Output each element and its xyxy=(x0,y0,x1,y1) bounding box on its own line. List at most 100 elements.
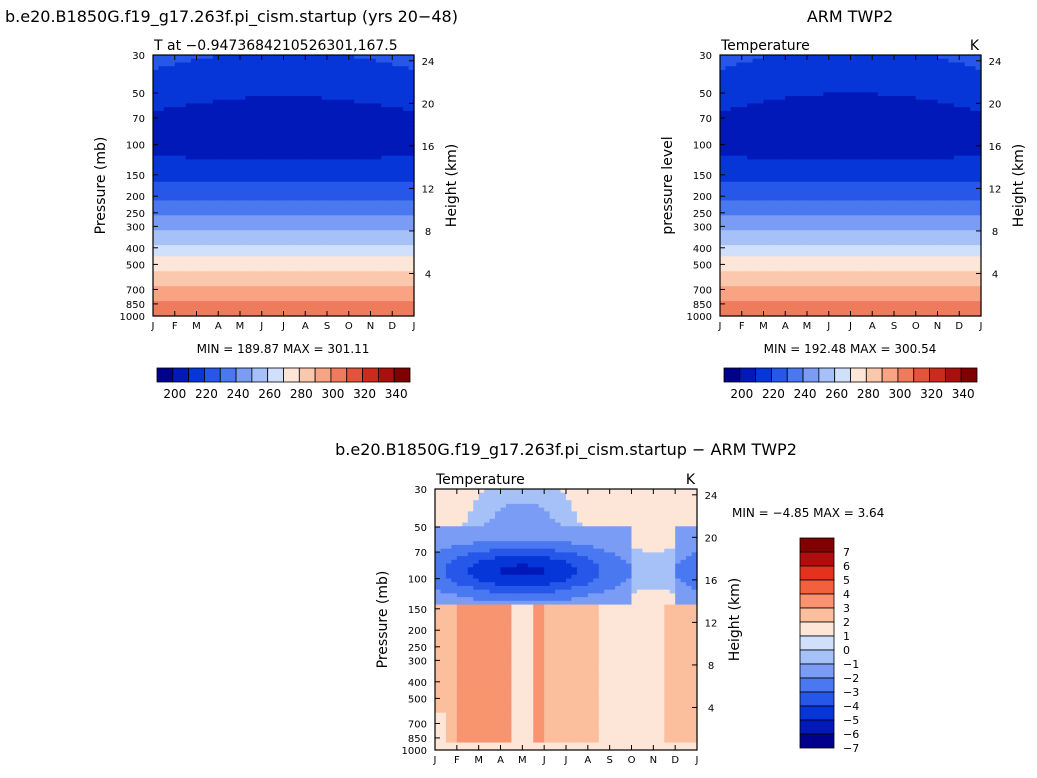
data-cell xyxy=(174,204,181,209)
data-cell xyxy=(321,114,328,119)
data-cell xyxy=(403,118,410,123)
data-cell xyxy=(316,58,323,64)
data-cell xyxy=(785,66,792,71)
data-cell xyxy=(163,219,170,224)
data-cell xyxy=(964,148,971,153)
data-cell xyxy=(741,159,748,164)
data-cell xyxy=(316,293,323,298)
data-cell xyxy=(207,185,214,190)
data-cell xyxy=(839,92,846,97)
data-cell xyxy=(975,103,982,108)
data-cell xyxy=(316,140,323,146)
data-cell xyxy=(316,260,323,265)
data-cell xyxy=(375,181,382,187)
data-cell xyxy=(730,55,737,60)
data-cell xyxy=(201,66,208,71)
right-axis-label: Height (km) xyxy=(444,144,460,227)
data-cell xyxy=(256,301,263,306)
data-cell xyxy=(790,122,797,127)
data-cell xyxy=(180,81,187,86)
data-cell xyxy=(174,226,181,231)
data-cell xyxy=(397,96,404,101)
data-cell xyxy=(850,88,857,93)
data-cell xyxy=(250,73,257,78)
data-cell xyxy=(250,308,257,313)
data-cell xyxy=(169,99,176,105)
data-cell xyxy=(240,226,247,231)
data-cell xyxy=(343,196,350,202)
data-cell xyxy=(207,148,214,153)
data-cell xyxy=(180,137,187,142)
data-cell xyxy=(229,155,236,160)
data-cell xyxy=(229,252,236,257)
data-cell xyxy=(207,245,214,250)
data-cell xyxy=(812,122,819,127)
data-cell xyxy=(807,92,814,97)
data-cell xyxy=(261,289,268,295)
data-cell xyxy=(174,107,181,112)
data-cell xyxy=(812,69,819,75)
data-cell xyxy=(212,174,219,179)
data-cell xyxy=(256,69,263,75)
data-cell xyxy=(768,99,775,105)
data-cell xyxy=(790,159,797,164)
data-cell xyxy=(392,73,399,78)
data-cell xyxy=(386,170,393,175)
data-cell xyxy=(256,137,263,142)
data-cell xyxy=(741,58,748,64)
data-cell xyxy=(174,66,181,71)
data-cell xyxy=(278,125,285,131)
data-cell xyxy=(234,181,241,187)
data-cell xyxy=(310,252,317,257)
data-cell xyxy=(229,133,236,138)
data-cell xyxy=(408,159,415,164)
data-cell xyxy=(850,66,857,71)
data-cell xyxy=(305,99,312,105)
data-cell xyxy=(310,181,317,187)
data-cell xyxy=(354,140,361,146)
data-cell xyxy=(354,196,361,202)
data-cell xyxy=(817,129,824,134)
data-cell xyxy=(163,125,170,131)
data-cell xyxy=(823,96,830,101)
data-cell xyxy=(926,107,933,112)
data-cell xyxy=(169,55,176,60)
data-cell xyxy=(169,114,176,119)
data-cell xyxy=(392,66,399,71)
data-cell xyxy=(191,237,198,243)
data-cell xyxy=(321,129,328,134)
data-cell xyxy=(310,263,317,269)
data-cell xyxy=(359,301,366,306)
data-cell xyxy=(234,237,241,243)
data-cell xyxy=(348,237,355,243)
data-cell xyxy=(801,148,808,153)
data-cell xyxy=(845,107,852,112)
data-cell xyxy=(174,297,181,302)
data-cell xyxy=(381,84,388,90)
data-cell xyxy=(169,308,176,313)
data-cell xyxy=(397,278,404,284)
data-cell xyxy=(823,66,830,71)
data-cell xyxy=(899,122,906,127)
data-cell xyxy=(370,286,377,291)
data-cell xyxy=(191,304,198,310)
data-cell xyxy=(278,151,285,157)
data-cell xyxy=(299,125,306,131)
data-cell xyxy=(185,274,192,280)
data-cell xyxy=(212,204,219,209)
data-cell xyxy=(272,297,279,302)
data-cell xyxy=(327,129,334,134)
data-cell xyxy=(348,196,355,202)
data-cell xyxy=(392,114,399,119)
data-cell xyxy=(267,207,274,213)
y-tick-label: 850 xyxy=(126,300,145,311)
data-cell xyxy=(975,144,982,149)
data-cell xyxy=(299,148,306,153)
data-cell xyxy=(316,73,323,78)
data-cell xyxy=(888,114,895,119)
data-cell xyxy=(872,118,879,123)
data-cell xyxy=(245,118,252,123)
data-cell xyxy=(158,241,165,246)
data-cell xyxy=(278,129,285,134)
data-cell xyxy=(207,282,214,287)
